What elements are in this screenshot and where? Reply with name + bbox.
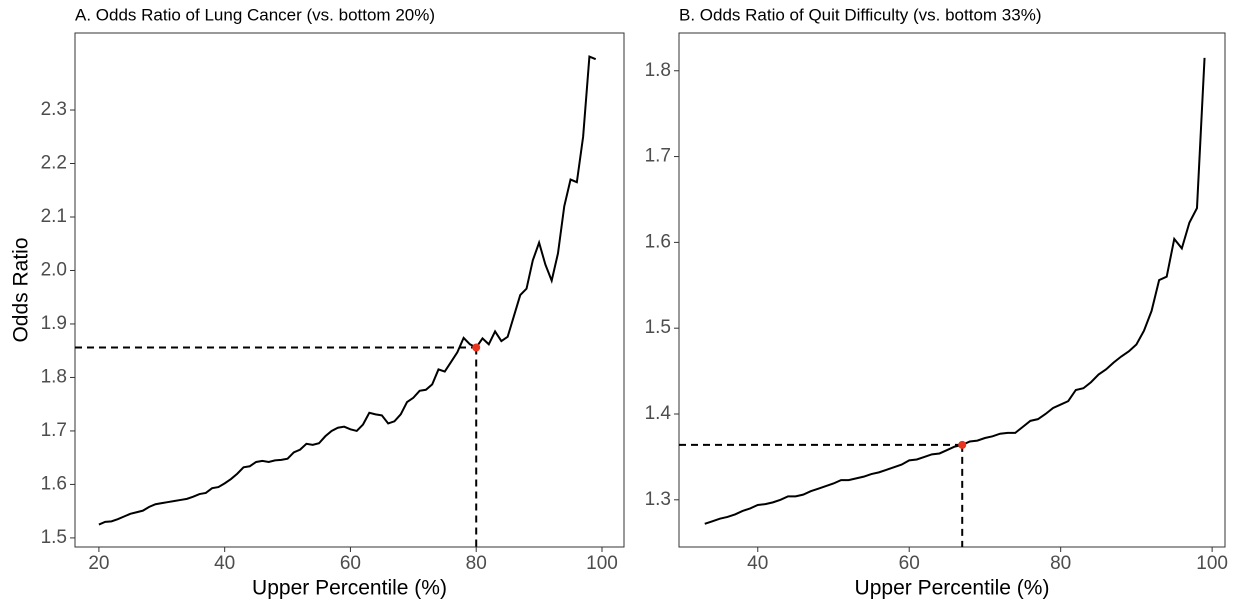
y-tick-label: 1.8 xyxy=(645,60,671,81)
panel-title: A. Odds Ratio of Lung Cancer (vs. bottom… xyxy=(75,5,435,24)
y-tick-label: 2.0 xyxy=(41,259,67,280)
y-tick-label: 1.4 xyxy=(645,403,672,424)
x-axis-label: Upper Percentile (%) xyxy=(252,577,447,600)
x-tick-label: 40 xyxy=(214,553,235,574)
plot-frame xyxy=(678,32,1226,548)
y-tick-label: 1.3 xyxy=(645,489,671,510)
y-tick-label: 1.5 xyxy=(41,527,67,548)
y-tick-label: 2.3 xyxy=(41,99,67,120)
y-tick-label: 1.9 xyxy=(41,313,67,334)
highlight-point xyxy=(958,440,967,449)
x-tick-label: 20 xyxy=(88,553,109,574)
y-tick-label: 1.5 xyxy=(645,317,671,338)
x-tick-label: 40 xyxy=(747,553,768,574)
y-tick-label: 1.6 xyxy=(645,231,671,252)
y-tick-label: 1.8 xyxy=(41,366,67,387)
y-axis-label: Odds Ratio xyxy=(10,237,33,342)
y-tick-label: 2.1 xyxy=(41,206,67,227)
y-tick-label: 1.7 xyxy=(645,146,671,167)
x-tick-label: 60 xyxy=(340,553,361,574)
panel-title: B. Odds Ratio of Quit Difficulty (vs. bo… xyxy=(679,5,1042,24)
x-tick-label: 60 xyxy=(899,553,920,574)
x-axis-label: Upper Percentile (%) xyxy=(855,577,1050,600)
data-line xyxy=(704,57,1206,525)
x-tick-label: 80 xyxy=(1050,553,1071,574)
y-tick-label: 2.2 xyxy=(41,153,67,174)
x-tick-label: 80 xyxy=(466,553,487,574)
highlight-point xyxy=(472,343,481,352)
x-tick-label: 100 xyxy=(586,553,618,574)
data-line xyxy=(98,55,597,526)
y-tick-label: 1.7 xyxy=(41,420,67,441)
x-tick-label: 100 xyxy=(1196,553,1228,574)
y-tick-label: 1.6 xyxy=(41,473,67,494)
plot-frame xyxy=(74,32,625,548)
